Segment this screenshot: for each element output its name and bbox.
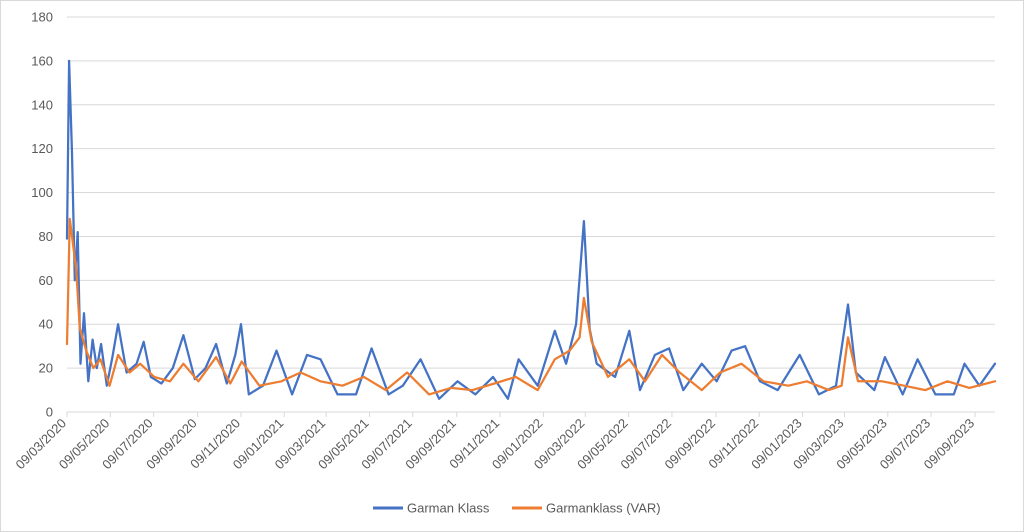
series-line-2 (65, 217, 997, 396)
series-line-1 (65, 59, 997, 400)
y-tick-label: 180 (31, 10, 53, 25)
y-tick-label: 0 (46, 405, 53, 420)
y-axis-ticks: 0 20 40 60 80 100 120 140 160 180 (31, 10, 53, 420)
y-tick-label: 20 (39, 361, 53, 376)
y-tick-label: 100 (31, 185, 53, 200)
y-tick-label: 120 (31, 141, 53, 156)
y-tick-label: 140 (31, 97, 53, 112)
legend-label-1: Garman Klass (407, 501, 490, 516)
y-tick-label: 80 (39, 229, 53, 244)
y-tick-label: 40 (39, 317, 53, 332)
legend: Garman Klass Garmanklass (VAR) (373, 501, 661, 516)
legend-label-2: Garmanklass (VAR) (546, 501, 661, 516)
series-layer (65, 59, 997, 400)
y-tick-label: 160 (31, 53, 53, 68)
y-tick-label: 60 (39, 273, 53, 288)
